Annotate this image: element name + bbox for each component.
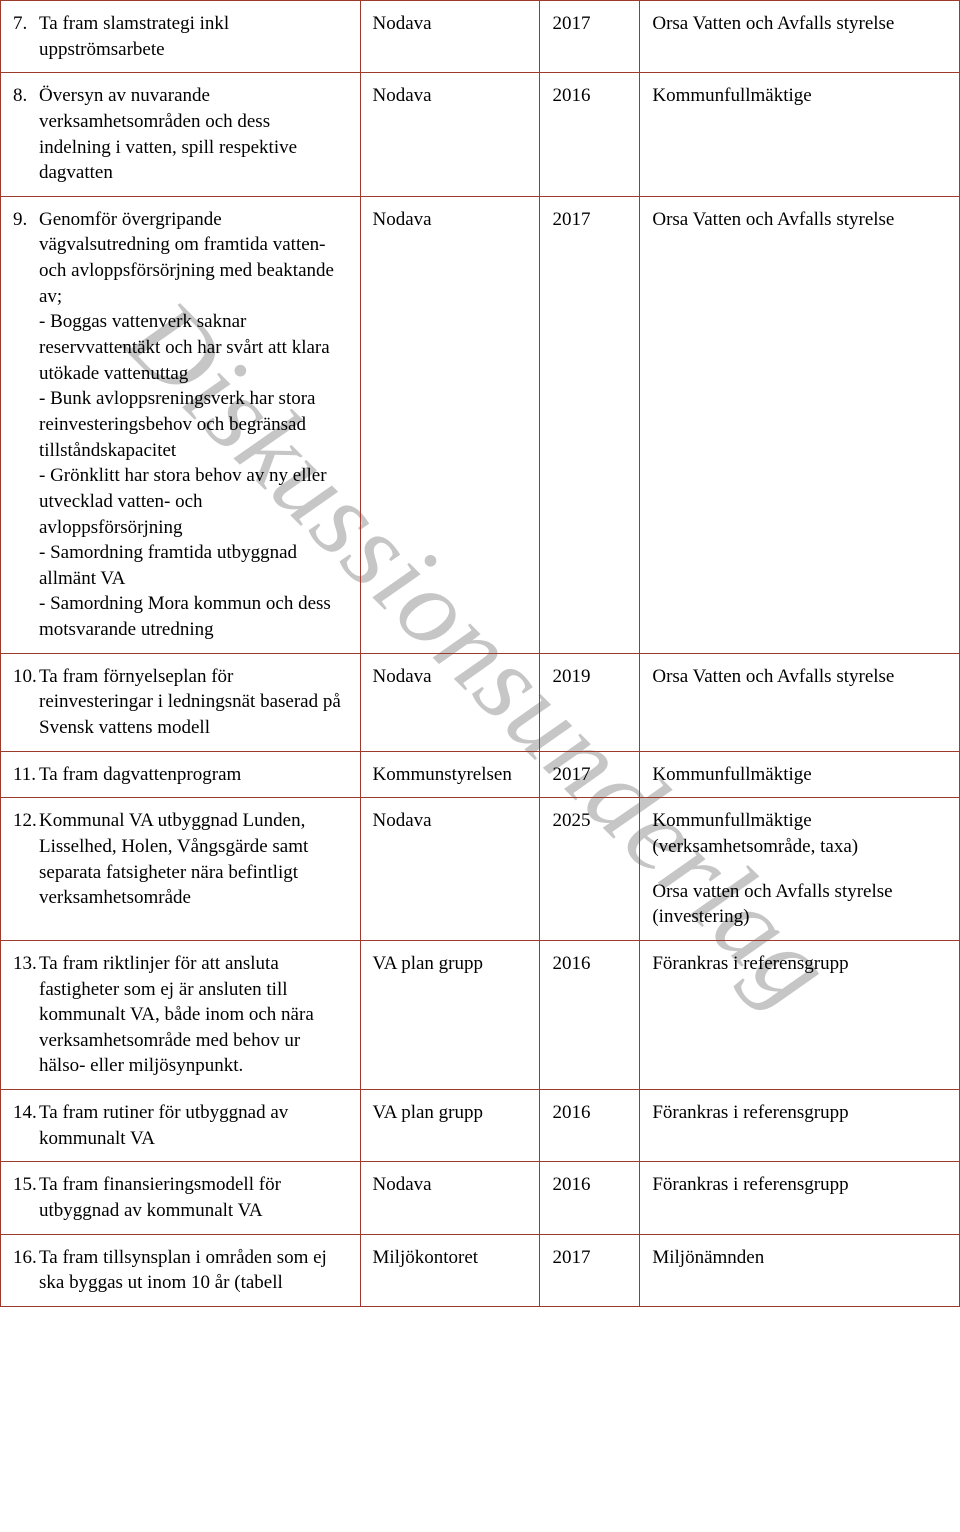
row-description: Ta fram rutiner för utbyggnad av kommuna… <box>39 1100 344 1151</box>
decision-cell: Förankras i referensgrupp <box>640 940 960 1089</box>
decision-cell: Förankras i referensgrupp <box>640 1162 960 1234</box>
action-description-cell: 15.Ta fram finansieringsmodell för utbyg… <box>1 1162 361 1234</box>
responsible-cell: Nodava <box>360 196 540 653</box>
decision-cell: Kommunfullmäktige (verksamhetsområde, ta… <box>640 798 960 941</box>
row-number: 10. <box>13 664 39 690</box>
table-row: 16.Ta fram tillsynsplan i områden som ej… <box>1 1234 960 1306</box>
table-row: 14.Ta fram rutiner för utbyggnad av komm… <box>1 1090 960 1162</box>
row-number: 7. <box>13 11 39 37</box>
row-description: Ta fram dagvattenprogram <box>39 762 344 788</box>
row-number: 14. <box>13 1100 39 1126</box>
row-description: Översyn av nuvarande verksamhetsområden … <box>39 83 344 186</box>
action-description-cell: 12.Kommunal VA utbyggnad Lunden, Lisselh… <box>1 798 361 941</box>
year-cell: 2019 <box>540 653 640 751</box>
decision-cell: Orsa Vatten och Avfalls styrelse <box>640 196 960 653</box>
decision-cell: Orsa Vatten och Avfalls styrelse <box>640 1 960 73</box>
row-description: Genomför övergripande vägvalsutredning o… <box>39 207 344 643</box>
row-description: Kommunal VA utbyggnad Lunden, Lisselhed,… <box>39 808 344 911</box>
decision-text: Orsa Vatten och Avfalls styrelse <box>652 11 947 37</box>
decision-text: Kommunfullmäktige (verksamhetsområde, ta… <box>652 808 947 859</box>
action-description-cell: 11.Ta fram dagvattenprogram <box>1 751 361 798</box>
year-cell: 2016 <box>540 1162 640 1234</box>
row-number: 12. <box>13 808 39 834</box>
year-cell: 2017 <box>540 196 640 653</box>
decision-text: Förankras i referensgrupp <box>652 951 947 977</box>
responsible-cell: Nodava <box>360 653 540 751</box>
table-row: 13.Ta fram riktlinjer för att ansluta fa… <box>1 940 960 1089</box>
responsible-cell: Kommunstyrelsen <box>360 751 540 798</box>
table-row: 11.Ta fram dagvattenprogramKommunstyrels… <box>1 751 960 798</box>
decision-extra-text: Orsa vatten och Avfalls styrelse (invest… <box>652 879 947 930</box>
row-number: 15. <box>13 1172 39 1198</box>
decision-text: Orsa Vatten och Avfalls styrelse <box>652 207 947 233</box>
table-row: 10.Ta fram förnyelseplan för reinvesteri… <box>1 653 960 751</box>
year-cell: 2025 <box>540 798 640 941</box>
table-row: 9.Genomför övergripande vägvalsutredning… <box>1 196 960 653</box>
row-number: 11. <box>13 762 39 788</box>
action-description-cell: 10.Ta fram förnyelseplan för reinvesteri… <box>1 653 361 751</box>
year-cell: 2016 <box>540 940 640 1089</box>
table-row: 7.Ta fram slamstrategi inkl uppströmsarb… <box>1 1 960 73</box>
responsible-cell: Nodava <box>360 1162 540 1234</box>
row-number: 16. <box>13 1245 39 1271</box>
row-description: Ta fram slamstrategi inkl uppströmsarbet… <box>39 11 344 62</box>
decision-cell: Kommunfullmäktige <box>640 751 960 798</box>
table-row: 15.Ta fram finansieringsmodell för utbyg… <box>1 1162 960 1234</box>
decision-cell: Orsa Vatten och Avfalls styrelse <box>640 653 960 751</box>
decision-text: Förankras i referensgrupp <box>652 1100 947 1126</box>
responsible-cell: Nodava <box>360 73 540 197</box>
decision-text: Förankras i referensgrupp <box>652 1172 947 1198</box>
decision-text: Kommunfullmäktige <box>652 762 947 788</box>
row-description: Ta fram finansieringsmodell för utbyggna… <box>39 1172 344 1223</box>
decision-cell: Förankras i referensgrupp <box>640 1090 960 1162</box>
row-description: Ta fram tillsynsplan i områden som ej sk… <box>39 1245 344 1296</box>
year-cell: 2016 <box>540 73 640 197</box>
responsible-cell: Nodava <box>360 798 540 941</box>
action-description-cell: 7.Ta fram slamstrategi inkl uppströmsarb… <box>1 1 361 73</box>
row-number: 13. <box>13 951 39 977</box>
decision-text: Kommunfullmäktige <box>652 83 947 109</box>
action-description-cell: 13.Ta fram riktlinjer för att ansluta fa… <box>1 940 361 1089</box>
responsible-cell: VA plan grupp <box>360 1090 540 1162</box>
year-cell: 2017 <box>540 1 640 73</box>
responsible-cell: VA plan grupp <box>360 940 540 1089</box>
table-row: 8.Översyn av nuvarande verksamhetsområde… <box>1 73 960 197</box>
year-cell: 2017 <box>540 751 640 798</box>
decision-text: Miljönämnden <box>652 1245 947 1271</box>
year-cell: 2016 <box>540 1090 640 1162</box>
decision-cell: Miljönämnden <box>640 1234 960 1306</box>
action-description-cell: 14.Ta fram rutiner för utbyggnad av komm… <box>1 1090 361 1162</box>
decision-text: Orsa Vatten och Avfalls styrelse <box>652 664 947 690</box>
decision-cell: Kommunfullmäktige <box>640 73 960 197</box>
row-number: 8. <box>13 83 39 109</box>
action-description-cell: 16.Ta fram tillsynsplan i områden som ej… <box>1 1234 361 1306</box>
row-description: Ta fram riktlinjer för att ansluta fasti… <box>39 951 344 1079</box>
responsible-cell: Miljökontoret <box>360 1234 540 1306</box>
year-cell: 2017 <box>540 1234 640 1306</box>
row-description: Ta fram förnyelseplan för reinvesteringa… <box>39 664 344 741</box>
action-description-cell: 9.Genomför övergripande vägvalsutredning… <box>1 196 361 653</box>
action-plan-table: 7.Ta fram slamstrategi inkl uppströmsarb… <box>0 0 960 1307</box>
row-number: 9. <box>13 207 39 233</box>
table-row: 12.Kommunal VA utbyggnad Lunden, Lisselh… <box>1 798 960 941</box>
action-description-cell: 8.Översyn av nuvarande verksamhetsområde… <box>1 73 361 197</box>
responsible-cell: Nodava <box>360 1 540 73</box>
